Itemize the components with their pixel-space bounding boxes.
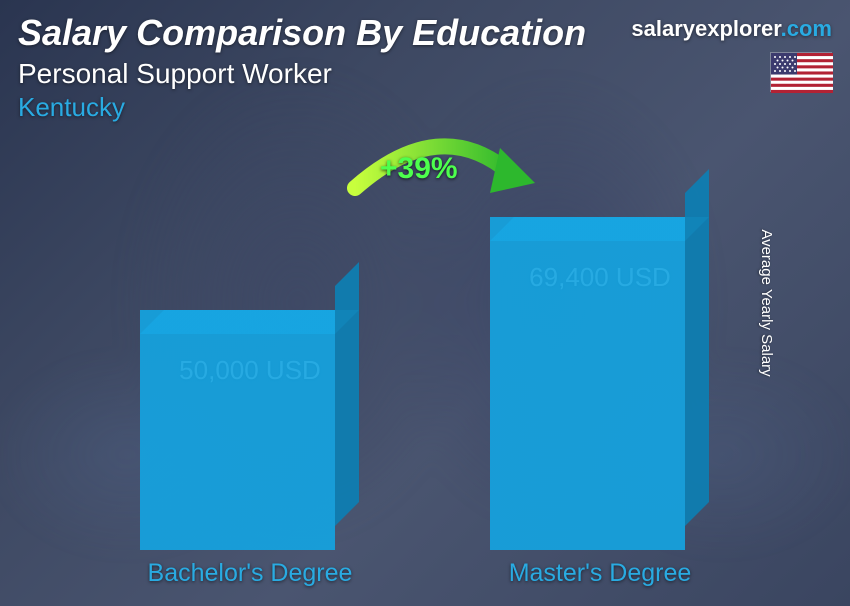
bar-front-face: [140, 310, 335, 550]
brand-tld: .com: [781, 16, 832, 41]
bar-side-face: [685, 169, 709, 526]
bar-side-face: [335, 262, 359, 526]
brand-name: salaryexplorer: [631, 16, 780, 41]
bar-bachelors: [140, 310, 335, 550]
bar-masters: [490, 217, 685, 550]
bar-label: Bachelor's Degree: [110, 559, 390, 588]
job-title: Personal Support Worker: [18, 58, 832, 90]
brand-logo: salaryexplorer.com: [631, 16, 832, 42]
country-flag-icon: [770, 52, 832, 92]
bar-label: Master's Degree: [460, 559, 740, 588]
location-label: Kentucky: [18, 92, 832, 123]
chart-area: 50,000 USD Bachelor's Degree 69,400 USD …: [0, 140, 850, 606]
bar-front-face: [490, 217, 685, 550]
